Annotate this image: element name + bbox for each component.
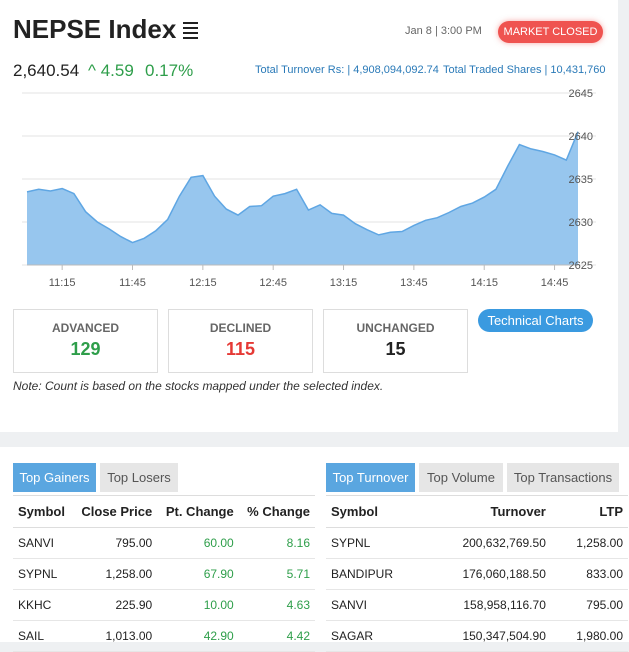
y-tick-label: 2635 bbox=[569, 174, 593, 186]
x-tick-label: 14:15 bbox=[470, 277, 498, 289]
tab-top-volume[interactable]: Top Volume bbox=[419, 463, 503, 492]
gainers-table: Symbol Close Price Pt. Change % Change S… bbox=[13, 495, 315, 652]
symbol-cell[interactable]: SYPNL bbox=[326, 527, 424, 559]
advanced-label: ADVANCED bbox=[51, 321, 120, 335]
turnover-cell: 200,632,769.50 bbox=[423, 527, 551, 559]
symbol-cell[interactable]: SAIL bbox=[13, 620, 73, 652]
turnover-header-row: Symbol Turnover LTP bbox=[326, 495, 628, 528]
column-header[interactable]: Symbol bbox=[13, 495, 73, 528]
column-header[interactable]: Symbol bbox=[326, 495, 424, 528]
column-header[interactable]: LTP bbox=[550, 495, 628, 528]
unchanged-label: UNCHANGED bbox=[356, 321, 435, 335]
index-change-value: 4.59 bbox=[100, 61, 134, 80]
page-title: NEPSE Index bbox=[13, 14, 177, 44]
advanced-count: 129 bbox=[70, 339, 101, 359]
movers-section: Top Gainers Top Losers Symbol Close Pric… bbox=[0, 447, 629, 652]
column-header[interactable]: Close Price bbox=[72, 495, 158, 528]
index-change: ^ 4.59 bbox=[88, 61, 134, 81]
index-card: NEPSE Index Jan 8 | 3:00 PM MARKET CLOSE… bbox=[0, 0, 618, 432]
tab-top-losers[interactable]: Top Losers bbox=[100, 463, 178, 492]
market-status-badge: MARKET CLOSED bbox=[498, 21, 603, 43]
table-row[interactable]: KKHC 225.90 10.00 4.63 bbox=[13, 589, 315, 621]
column-header[interactable]: Pt. Change bbox=[157, 495, 239, 528]
symbol-cell[interactable]: SYPNL bbox=[13, 558, 73, 590]
total-turnover: Total Turnover Rs: | 4,908,094,092.74 bbox=[255, 64, 439, 76]
turnover-cell: 150,347,504.90 bbox=[423, 620, 551, 652]
x-tick-label: 11:15 bbox=[49, 277, 76, 289]
index-line bbox=[26, 131, 579, 244]
y-tick-label: 2625 bbox=[569, 260, 593, 272]
table-row[interactable]: BANDIPUR 176,060,188.50 833.00 bbox=[326, 558, 628, 590]
x-tick-label: 11:45 bbox=[119, 277, 146, 289]
date-time: Jan 8 | 3:00 PM bbox=[405, 25, 482, 37]
unchanged-count: 15 bbox=[385, 339, 406, 359]
x-tick-label: 14:45 bbox=[541, 277, 569, 289]
turnover-table: Symbol Turnover LTP SYPNL 200,632,769.50… bbox=[326, 495, 628, 652]
index-area bbox=[27, 131, 578, 265]
turnover-cell: 176,060,188.50 bbox=[423, 558, 551, 590]
ltp-cell: 1,980.00 bbox=[550, 620, 628, 652]
table-row[interactable]: SYPNL 200,632,769.50 1,258.00 bbox=[326, 527, 628, 559]
menu-icon[interactable] bbox=[183, 22, 198, 42]
turnover-cell: 158,958,116.70 bbox=[423, 589, 551, 621]
close-price-cell: 225.90 bbox=[72, 589, 158, 621]
x-tick-label: 13:15 bbox=[330, 277, 358, 289]
symbol-cell[interactable]: KKHC bbox=[13, 589, 73, 621]
total-traded-shares: Total Traded Shares | 10,431,760 bbox=[443, 64, 606, 76]
pt-change-cell: 67.90 bbox=[157, 558, 239, 590]
advanced-box: ADVANCED 129 bbox=[13, 309, 158, 373]
close-price-cell: 1,258.00 bbox=[72, 558, 158, 590]
x-tick-label: 12:45 bbox=[259, 277, 287, 289]
pt-change-cell: 10.00 bbox=[157, 589, 239, 621]
tab-top-transactions[interactable]: Top Transactions bbox=[507, 463, 619, 492]
pct-change-cell: 8.16 bbox=[238, 527, 315, 559]
table-row[interactable]: SANVI 795.00 60.00 8.16 bbox=[13, 527, 315, 559]
column-header[interactable]: Turnover bbox=[423, 495, 551, 528]
index-value: 2,640.54 bbox=[13, 61, 80, 80]
symbol-cell[interactable]: SANVI bbox=[13, 527, 73, 559]
gainers-header-row: Symbol Close Price Pt. Change % Change bbox=[13, 495, 315, 528]
note-text: Note: Count is based on the stocks mappe… bbox=[13, 379, 384, 393]
close-price-cell: 795.00 bbox=[72, 527, 158, 559]
index-chart[interactable]: 2645 2640 2635 2630 2625 11:15 11:45 12:15 12:45… bbox=[0, 85, 618, 300]
pt-change-cell: 42.90 bbox=[157, 620, 239, 652]
unchanged-box: UNCHANGED 15 bbox=[323, 309, 468, 373]
tab-top-gainers[interactable]: Top Gainers bbox=[13, 463, 96, 492]
declined-count: 115 bbox=[225, 339, 256, 359]
index-change-pct: 0.17% bbox=[145, 61, 194, 80]
symbol-cell[interactable]: SAGAR bbox=[326, 620, 424, 652]
table-row[interactable]: SAGAR 150,347,504.90 1,980.00 bbox=[326, 620, 628, 652]
declined-box: DECLINED 115 bbox=[168, 309, 313, 373]
symbol-cell[interactable]: SANVI bbox=[326, 589, 424, 621]
technical-charts-button[interactable]: Technical Charts bbox=[478, 309, 593, 332]
arrow-up-icon: ^ bbox=[88, 61, 101, 80]
table-row[interactable]: SANVI 158,958,116.70 795.00 bbox=[326, 589, 628, 621]
pct-change-cell: 4.63 bbox=[238, 589, 315, 621]
pt-change-cell: 60.00 bbox=[157, 527, 239, 559]
ltp-cell: 1,258.00 bbox=[550, 527, 628, 559]
close-price-cell: 1,013.00 bbox=[72, 620, 158, 652]
x-tick-label: 13:45 bbox=[400, 277, 428, 289]
x-tick-label: 12:15 bbox=[189, 277, 217, 289]
ltp-cell: 795.00 bbox=[550, 589, 628, 621]
y-tick-label: 2630 bbox=[569, 217, 593, 229]
tab-top-turnover[interactable]: Top Turnover bbox=[326, 463, 415, 492]
y-tick-label: 2640 bbox=[569, 131, 593, 143]
pct-change-cell: 5.71 bbox=[238, 558, 315, 590]
column-header[interactable]: % Change bbox=[238, 495, 315, 528]
pct-change-cell: 4.42 bbox=[238, 620, 315, 652]
declined-label: DECLINED bbox=[209, 321, 272, 335]
y-tick-label: 2645 bbox=[569, 88, 593, 100]
table-row[interactable]: SYPNL 1,258.00 67.90 5.71 bbox=[13, 558, 315, 590]
ltp-cell: 833.00 bbox=[550, 558, 628, 590]
symbol-cell[interactable]: BANDIPUR bbox=[326, 558, 424, 590]
table-row[interactable]: SAIL 1,013.00 42.90 4.42 bbox=[13, 620, 315, 652]
